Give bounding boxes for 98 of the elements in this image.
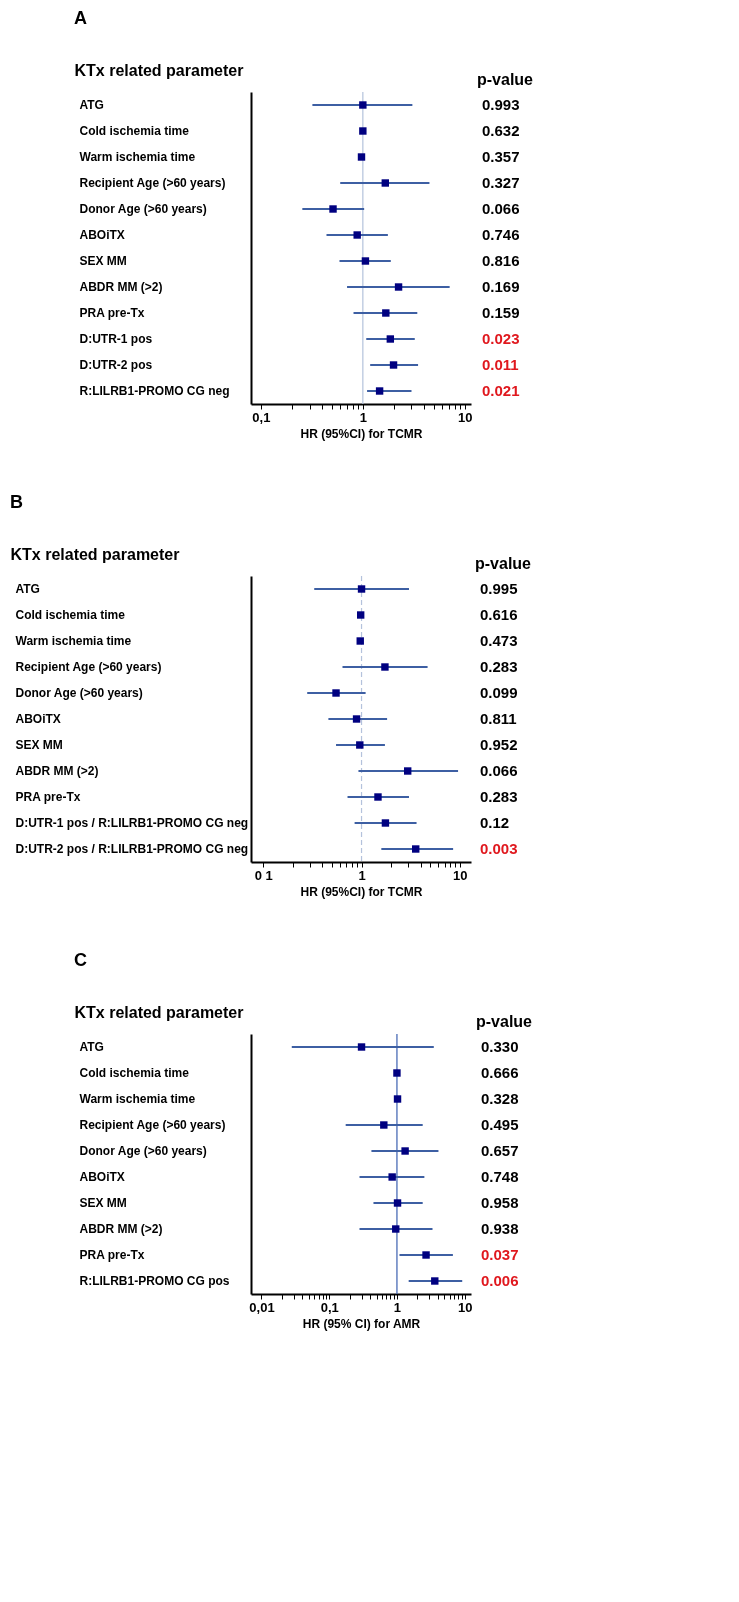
y2-axis-title: p-value	[476, 1013, 533, 1030]
y-axis-title: KTx related parameter	[74, 61, 244, 79]
x-axis-title: HR (95%CI) for TCMR	[300, 884, 423, 899]
x-tick-label: 10	[457, 1299, 473, 1315]
y-tick-label: Donor Age (>60 years)	[79, 1144, 207, 1158]
y-tick-label: PRA pre-Tx	[79, 306, 145, 320]
y2-axis-title: p-value	[477, 71, 534, 88]
text: 0.066	[482, 200, 520, 217]
text: 0.328	[481, 1090, 519, 1107]
y-tick-label: PRA pre-Tx	[79, 1248, 145, 1262]
text: 0.473	[480, 632, 518, 649]
point	[359, 101, 367, 109]
y-tick-label: Cold ischemia time	[15, 608, 126, 622]
y-tick-label: Warm ischemia time	[79, 150, 196, 164]
y-tick-label: ABDR MM (>2)	[79, 280, 163, 294]
text: 0.006	[481, 1272, 519, 1289]
x-axis-title: HR (95% CI) for AMR	[302, 1316, 421, 1331]
text: 0.066	[480, 762, 518, 779]
y-tick-label: ABDR MM (>2)	[15, 764, 99, 778]
point	[382, 309, 390, 317]
text: 0.958	[481, 1194, 519, 1211]
text: 0.169	[482, 278, 520, 295]
point	[353, 231, 361, 239]
text: C	[74, 950, 87, 970]
x-tick-label: 10	[453, 867, 468, 883]
y2-axis-title: p-value	[475, 555, 532, 572]
text: 0.330	[481, 1038, 519, 1055]
text: 0.938	[481, 1220, 519, 1237]
y-tick-label: R:LILRB1-PROMO CG neg	[79, 384, 230, 398]
y-tick-label: R:LILRB1-PROMO CG pos	[79, 1274, 230, 1288]
y-tick-label: Recipient Age (>60 years)	[79, 176, 226, 190]
text: 0.021	[482, 382, 520, 399]
text: 0.003	[480, 840, 518, 857]
y-tick-label: ATG	[79, 98, 104, 112]
y-tick-label: Cold ischemia time	[79, 124, 190, 138]
y-tick-label: Recipient Age (>60 years)	[79, 1118, 226, 1132]
y-axis-title: KTx related parameter	[74, 1003, 244, 1021]
text: 0.995	[480, 580, 518, 597]
text: 0.746	[482, 226, 520, 243]
y-tick-label: ABDR MM (>2)	[79, 1222, 163, 1236]
x-tick-label: 10	[458, 409, 473, 425]
text: 0.657	[481, 1142, 519, 1159]
text: 0.811	[480, 710, 517, 727]
text: 0.283	[480, 788, 518, 805]
x-tick-label: 1	[393, 1299, 402, 1315]
text: 0.666	[481, 1064, 519, 1081]
text: 0.099	[480, 684, 518, 701]
text: 0.037	[481, 1246, 519, 1263]
x-axis-title: HR (95%CI) for TCMR	[300, 426, 423, 441]
y-tick-label: D:UTR-1 pos	[79, 332, 153, 346]
y-tick-label: Warm ischemia time	[79, 1092, 196, 1106]
text: 0.816	[482, 252, 520, 269]
text: 0.023	[482, 330, 520, 347]
y-tick-label: Recipient Age (>60 years)	[15, 660, 162, 674]
y-tick-label: Donor Age (>60 years)	[79, 202, 207, 216]
y-tick-label: SEX MM	[79, 1196, 127, 1210]
x-tick-label: 0,1	[320, 1299, 339, 1315]
y-tick-label: D:UTR-2 pos	[79, 358, 153, 372]
point	[359, 127, 367, 135]
y-tick-label: Cold ischemia time	[79, 1066, 190, 1080]
text: 0.12	[480, 814, 510, 831]
y-tick-label: ABOiTX	[15, 712, 61, 726]
text: 0.495	[481, 1116, 519, 1133]
text: 0.616	[480, 606, 518, 623]
y-tick-label: SEX MM	[79, 254, 127, 268]
y-tick-label: ABOiTX	[79, 1170, 125, 1184]
y-tick-label: D:UTR-1 pos / R:LILRB1-PROMO CG neg	[15, 816, 249, 830]
text: 0.327	[482, 174, 520, 191]
point	[381, 179, 389, 187]
text: 0.283	[480, 658, 518, 675]
point	[386, 335, 395, 343]
text: B	[10, 492, 23, 512]
x-tick-label: 0 1	[254, 867, 273, 883]
y-tick-label: Warm ischemia time	[15, 634, 132, 648]
x-tick-label: 1	[359, 409, 367, 425]
point	[357, 153, 366, 161]
x-tick-label: 0,1	[252, 409, 271, 425]
text: 0.748	[481, 1168, 519, 1185]
y-tick-label: ABOiTX	[79, 228, 125, 242]
y-tick-label: ATG	[79, 1040, 104, 1054]
y-tick-label: ATG	[15, 582, 40, 596]
text: 0.159	[482, 304, 520, 321]
y-tick-label: SEX MM	[15, 738, 63, 752]
x-tick-label: 0,01	[249, 1299, 275, 1315]
text: 0.632	[482, 122, 520, 139]
text: 0.011	[482, 356, 519, 373]
x-tick-label: 1	[358, 867, 366, 883]
y-tick-label: D:UTR-2 pos / R:LILRB1-PROMO CG neg	[15, 842, 249, 856]
y-tick-label: PRA pre-Tx	[15, 790, 81, 804]
y-tick-label: Donor Age (>60 years)	[15, 686, 143, 700]
text: 0.952	[480, 736, 518, 753]
text: 0.993	[482, 96, 520, 113]
point	[375, 387, 384, 395]
point	[361, 257, 370, 265]
y-axis-title: KTx related parameter	[10, 545, 180, 563]
text: 0.357	[482, 148, 520, 165]
point	[389, 361, 398, 369]
text: A	[74, 8, 87, 28]
